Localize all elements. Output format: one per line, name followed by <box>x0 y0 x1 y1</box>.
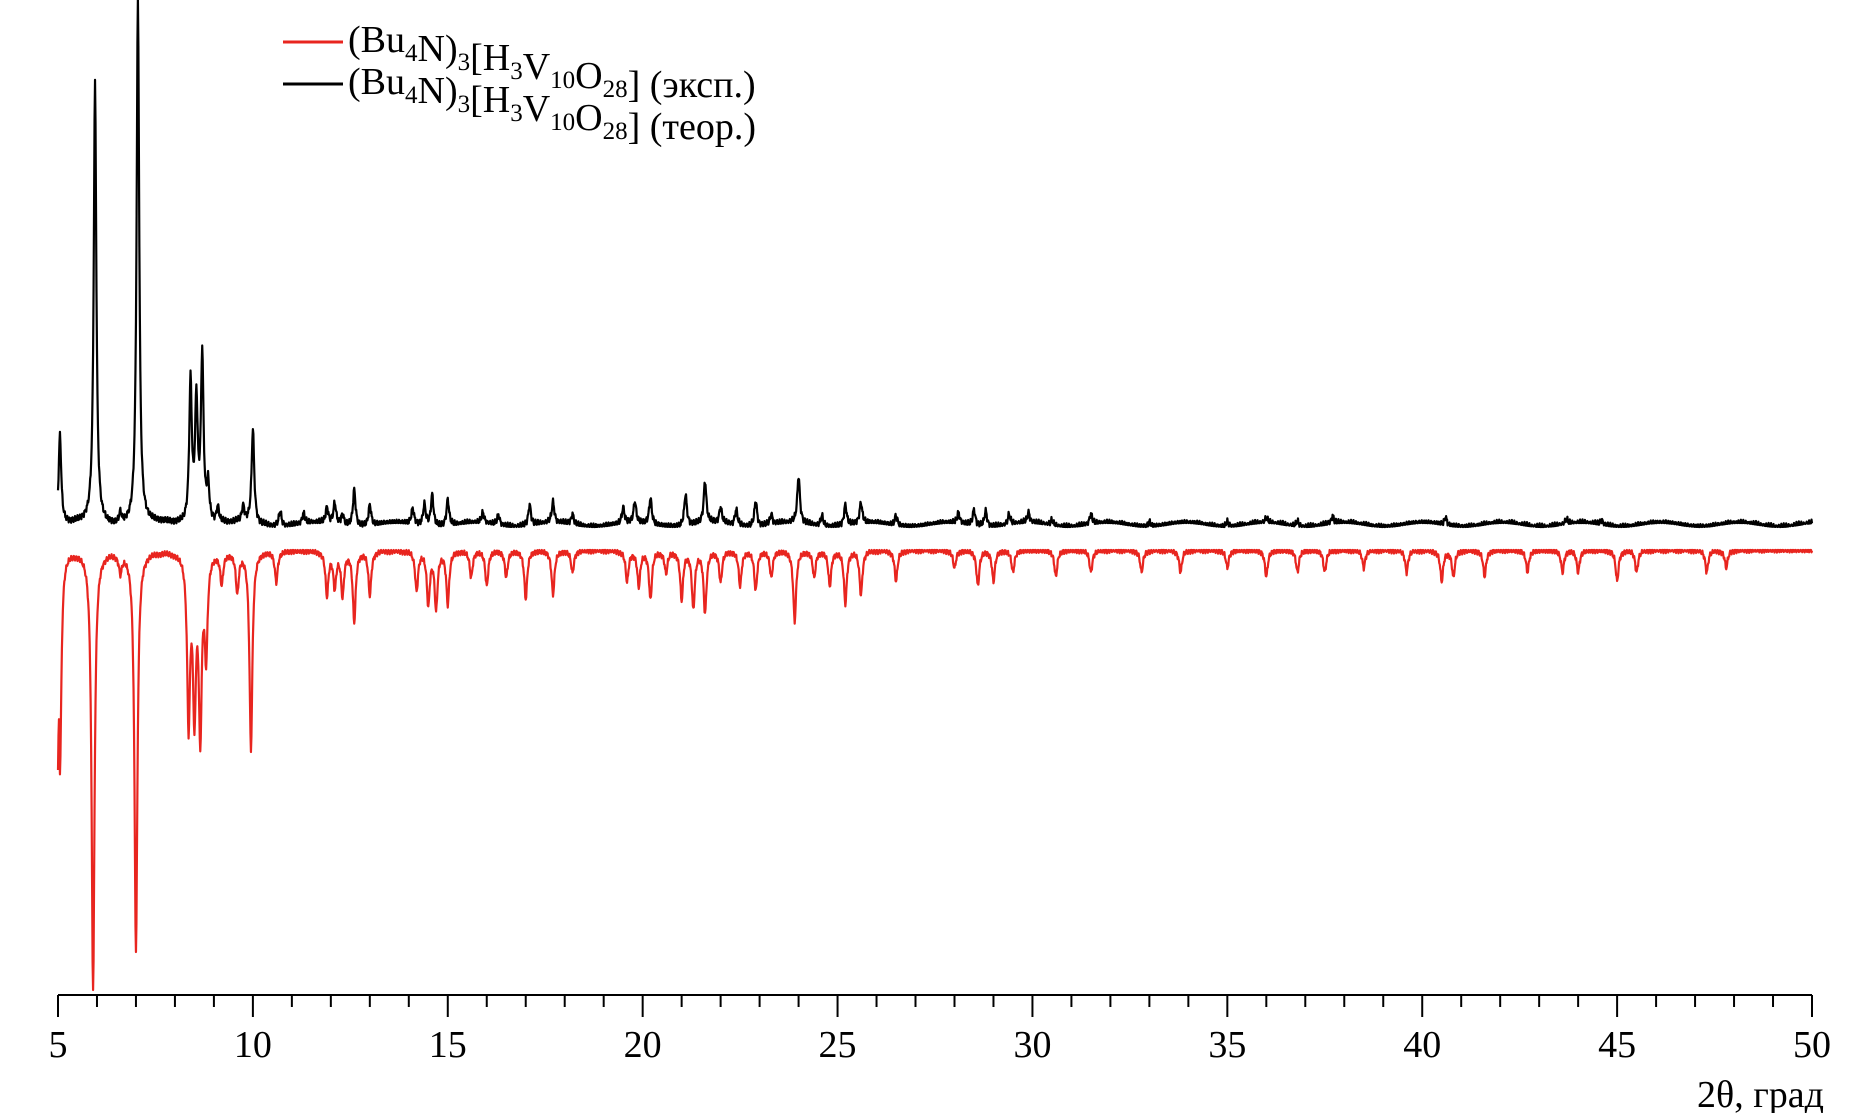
legend: (Bu4N)3[H3V10O28] (эксп.)(Bu4N)3[H3V10O2… <box>283 19 756 148</box>
series-line-experimental <box>56 548 1814 992</box>
x-tick-label: 40 <box>1403 1024 1441 1066</box>
x-tick-label: 50 <box>1793 1024 1831 1066</box>
x-axis: 5 10 15 20 25 30 35 40 45 50 <box>49 994 1831 1066</box>
x-axis-ticks: 5 10 15 20 25 30 35 40 45 50 <box>49 995 1831 1066</box>
x-tick-label: 5 <box>49 1024 68 1066</box>
x-tick-label: 30 <box>1013 1024 1051 1066</box>
legend-label: (Bu4N)3[H3V10O28] (теор.) <box>348 61 756 148</box>
x-tick-label: 25 <box>819 1024 857 1066</box>
x-tick-label: 10 <box>234 1024 272 1066</box>
x-tick-label: 35 <box>1208 1024 1246 1066</box>
legend-label: (Bu4N)3[H3V10O28] (эксп.) <box>348 19 756 106</box>
x-tick-label: 45 <box>1598 1024 1636 1066</box>
x-tick-label: 20 <box>624 1024 662 1066</box>
legend-entry: (Bu4N)3[H3V10O28] (теор.) <box>283 61 756 148</box>
x-axis-label: 2θ, град <box>1697 1074 1824 1113</box>
legend-entry: (Bu4N)3[H3V10O28] (эксп.) <box>283 19 756 106</box>
series-line-theoretical <box>56 0 1814 529</box>
series-layer <box>56 0 1814 992</box>
x-tick-label: 15 <box>429 1024 467 1066</box>
